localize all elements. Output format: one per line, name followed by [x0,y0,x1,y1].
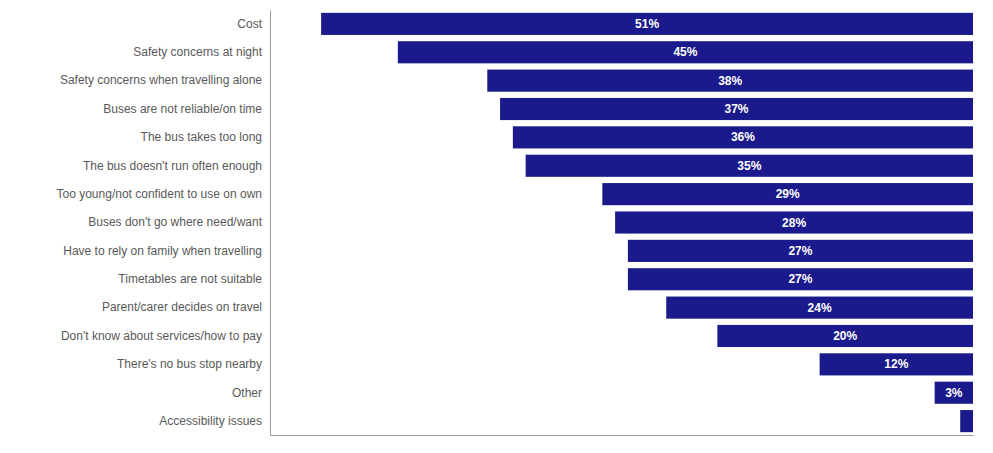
data-label: 35% [737,159,761,173]
data-label: 38% [718,74,742,88]
y-tick: Timetables are not suitable [118,272,262,286]
y-tick-label: Safety concerns at night [133,45,262,59]
x-axis-line [271,435,974,436]
data-label: 24% [808,301,832,315]
y-tick: Cost [237,17,262,31]
bar [526,155,973,177]
bar [500,98,973,120]
y-tick-label: Cost [237,17,262,31]
data-label: 12% [884,357,908,371]
y-tick-label: Accessibility issues [159,414,262,428]
chart: Cost Safety concerns at night Safety conce… [0,0,993,453]
y-tick-label: Buses don't go where need/want [88,215,262,229]
y-tick: There's no bus stop nearby [117,357,262,371]
bar [666,297,973,319]
plot: Cost Safety concerns at night Safety conce… [57,11,974,436]
x-axis [271,435,974,436]
y-tick: Too young/not confident to use on own [57,187,262,201]
y-axis: Cost Safety concerns at night Safety conce… [57,11,271,436]
bars [321,13,973,432]
y-tick-label: Other [232,386,262,400]
y-tick-label: Have to rely on family when travelling [63,244,262,258]
bar [628,268,973,290]
y-tick-label: Timetables are not suitable [118,272,262,286]
data-label: 45% [673,45,697,59]
bar [321,13,973,35]
data-label: 28% [782,216,806,230]
y-tick-label: There's no bus stop nearby [117,357,262,371]
y-tick: The bus doesn't run often enough [83,159,262,173]
y-tick-label: Too young/not confident to use on own [57,187,262,201]
y-tick: The bus takes too long [141,130,262,144]
data-label: 51% [635,17,659,31]
bar [628,240,973,262]
y-tick: Don't know about services/how to pay [61,329,262,343]
data-label: 20% [833,329,857,343]
y-tick: Buses don't go where need/want [88,215,262,229]
bar [935,382,973,404]
bar [717,325,973,347]
y-tick-label: Safety concerns when travelling alone [60,73,262,87]
y-tick: Accessibility issues [159,414,262,428]
y-tick: Parent/carer decides on travel [102,300,262,314]
bar [513,126,973,148]
y-tick-label: The bus takes too long [141,130,262,144]
y-tick-label: Buses are not reliable/on time [103,102,262,116]
bar [820,353,973,375]
data-label: 27% [788,244,812,258]
data-label: 27% [788,272,812,286]
y-axis-line [270,11,271,436]
y-tick: Buses are not reliable/on time [103,102,262,116]
y-tick: Other [232,386,262,400]
bar [960,410,973,432]
y-tick: Have to rely on family when travelling [63,244,262,258]
y-tick-label: The bus doesn't run often enough [83,159,262,173]
bar [615,211,973,233]
data-label: 37% [725,102,749,116]
bar [398,41,973,63]
data-label: 36% [731,130,755,144]
bar [602,183,973,205]
y-tick: Safety concerns at night [133,45,262,59]
data-label: 3% [945,386,963,400]
bar [487,70,973,92]
y-tick: Safety concerns when travelling alone [60,73,262,87]
y-tick-label: Don't know about services/how to pay [61,329,262,343]
data-label: 29% [776,187,800,201]
y-tick-label: Parent/carer decides on travel [102,300,262,314]
data-labels: 51% 45% 38% 37% 36% 35% 29% 28% 27% 27% 24%20% 12% 3… [635,17,963,400]
